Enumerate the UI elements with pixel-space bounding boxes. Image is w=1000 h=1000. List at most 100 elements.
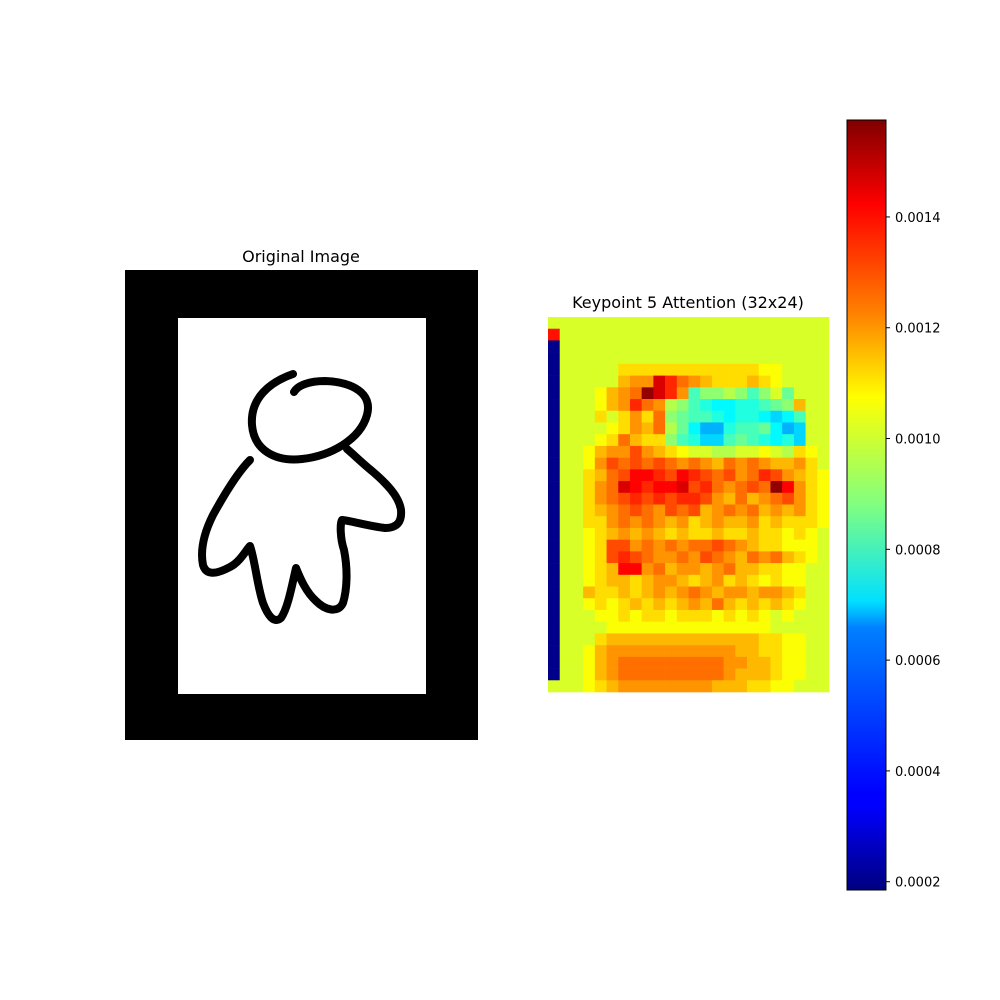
heatmap-cell xyxy=(711,527,724,540)
heatmap-cell xyxy=(629,574,642,587)
heatmap-cell xyxy=(688,457,701,470)
heatmap-cell xyxy=(700,633,713,646)
heatmap-cell xyxy=(793,387,806,400)
heatmap-cell xyxy=(770,317,783,330)
heatmap-cell xyxy=(559,434,572,447)
heatmap-cell xyxy=(641,680,654,693)
original-image xyxy=(125,270,478,740)
heatmap-cell xyxy=(700,527,713,540)
heatmap-cell xyxy=(618,422,631,435)
heatmap-cell xyxy=(817,656,830,669)
heatmap-cell xyxy=(758,399,771,412)
heatmap-cell xyxy=(641,434,654,447)
heatmap-cell xyxy=(618,621,631,634)
heatmap-cell xyxy=(758,434,771,447)
heatmap-cell xyxy=(571,621,584,634)
heatmap-cell xyxy=(817,434,830,447)
heatmap-cell xyxy=(653,668,666,681)
heatmap-cell xyxy=(723,422,736,435)
heatmap-cell xyxy=(594,375,607,388)
heatmap-cell xyxy=(676,668,689,681)
heatmap-cell xyxy=(723,375,736,388)
heatmap-cell xyxy=(793,516,806,529)
heatmap-cell xyxy=(629,621,642,634)
heatmap-cell xyxy=(817,492,830,505)
heatmap-cell xyxy=(606,645,619,658)
heatmap-cell xyxy=(606,457,619,470)
heatmap-cell xyxy=(782,539,795,552)
heatmap-cell xyxy=(735,680,748,693)
heatmap-cell xyxy=(606,422,619,435)
heatmap-cell xyxy=(641,328,654,341)
heatmap-cell xyxy=(793,317,806,330)
heatmap-cell xyxy=(571,633,584,646)
heatmap-cell xyxy=(817,680,830,693)
heatmap-cell xyxy=(606,410,619,423)
heatmap-cell xyxy=(770,481,783,494)
heatmap-cell xyxy=(594,621,607,634)
heatmap-cell xyxy=(782,328,795,341)
heatmap-cell xyxy=(758,340,771,353)
heatmap-cell xyxy=(700,375,713,388)
heatmap-cell xyxy=(805,434,818,447)
heatmap-cell xyxy=(770,340,783,353)
heatmap-cell xyxy=(629,680,642,693)
heatmap-cell xyxy=(793,656,806,669)
heatmap-cell xyxy=(594,598,607,611)
heatmap-cell xyxy=(817,633,830,646)
heatmap-cell xyxy=(653,340,666,353)
heatmap-cell xyxy=(559,645,572,658)
heatmap-cell xyxy=(641,422,654,435)
heatmap-cell xyxy=(571,363,584,376)
heatmap-cell xyxy=(735,457,748,470)
heatmap-cell xyxy=(817,410,830,423)
heatmap-cell xyxy=(571,387,584,400)
heatmap-cell xyxy=(641,363,654,376)
heatmap-cell xyxy=(665,574,678,587)
heatmap-cell xyxy=(805,527,818,540)
heatmap-cell xyxy=(559,469,572,482)
heatmap-cell xyxy=(606,633,619,646)
heatmap-cell xyxy=(782,422,795,435)
heatmap-cell xyxy=(653,527,666,540)
heatmap-cell xyxy=(817,363,830,376)
heatmap-cell xyxy=(641,645,654,658)
heatmap-cell xyxy=(548,516,561,529)
heatmap-cell xyxy=(571,504,584,517)
heatmap-cell xyxy=(770,422,783,435)
heatmap-cell xyxy=(817,317,830,330)
heatmap-cell xyxy=(805,410,818,423)
heatmap-cell xyxy=(653,539,666,552)
heatmap-cell xyxy=(665,586,678,599)
heatmap-cell xyxy=(653,609,666,622)
heatmap-cell xyxy=(629,645,642,658)
heatmap-cell xyxy=(747,340,760,353)
heatmap-cell xyxy=(665,481,678,494)
heatmap-cell xyxy=(606,328,619,341)
heatmap-cell xyxy=(583,434,596,447)
heatmap-cell xyxy=(700,668,713,681)
heatmap-cell xyxy=(793,492,806,505)
heatmap-cell xyxy=(817,539,830,552)
heatmap-cell xyxy=(629,668,642,681)
heatmap-cell xyxy=(665,656,678,669)
heatmap-cell xyxy=(747,422,760,435)
heatmap-cell xyxy=(747,504,760,517)
heatmap-cell xyxy=(688,551,701,564)
heatmap-cell xyxy=(758,516,771,529)
heatmap-cell xyxy=(594,352,607,365)
heatmap-cell xyxy=(618,633,631,646)
heatmap-cell xyxy=(723,539,736,552)
heatmap-cell xyxy=(583,598,596,611)
heatmap-cell xyxy=(653,410,666,423)
heatmap-cell xyxy=(606,680,619,693)
heatmap-cell xyxy=(676,680,689,693)
heatmap-cell xyxy=(747,375,760,388)
heatmap-cell xyxy=(711,586,724,599)
heatmap-cell xyxy=(723,680,736,693)
heatmap-cell xyxy=(817,422,830,435)
heatmap-cell xyxy=(711,434,724,447)
heatmap-cell xyxy=(700,492,713,505)
heatmap-cell xyxy=(711,481,724,494)
heatmap-cell xyxy=(700,469,713,482)
